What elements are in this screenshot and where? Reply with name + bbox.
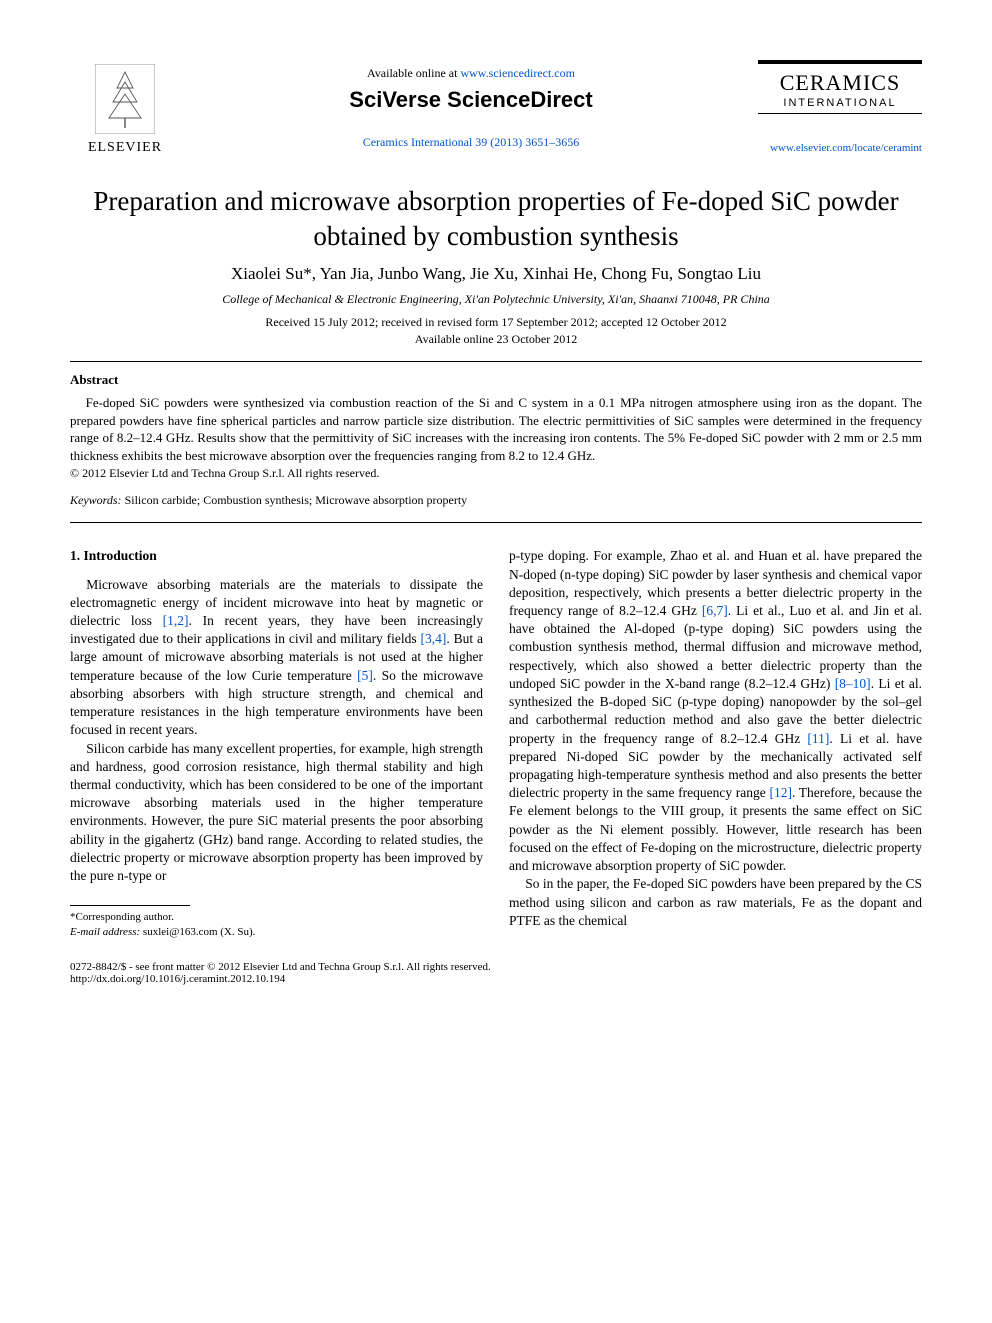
right-column: p-type doping. For example, Zhao et al. … [509, 547, 922, 939]
footer-doi[interactable]: http://dx.doi.org/10.1016/j.ceramint.201… [70, 973, 922, 985]
keywords-text: Silicon carbide; Combustion synthesis; M… [122, 493, 468, 507]
abstract-heading: Abstract [70, 372, 922, 388]
article-title: Preparation and microwave absorption pro… [70, 184, 922, 254]
footnote-separator [70, 905, 190, 906]
footer-copyright: 0272-8842/$ - see front matter © 2012 El… [70, 961, 922, 973]
citation-link[interactable]: [6,7] [702, 603, 728, 618]
journal-block: CERAMICS INTERNATIONAL www.elsevier.com/… [762, 60, 922, 154]
left-column: 1. Introduction Microwave absorbing mate… [70, 547, 483, 939]
keywords-label: Keywords: [70, 493, 122, 507]
intro-paragraph-right-2: So in the paper, the Fe-doped SiC powder… [509, 875, 922, 930]
journal-subtitle: INTERNATIONAL [760, 97, 920, 109]
rule-above-abstract [70, 361, 922, 362]
journal-name: CERAMICS [760, 70, 920, 96]
journal-box: CERAMICS INTERNATIONAL [758, 60, 922, 114]
section-1-heading: 1. Introduction [70, 547, 483, 565]
keywords: Keywords: Silicon carbide; Combustion sy… [70, 493, 922, 508]
journal-homepage-link[interactable]: www.elsevier.com/locate/ceramint [770, 142, 922, 154]
authors: Xiaolei Su*, Yan Jia, Junbo Wang, Jie Xu… [70, 264, 922, 284]
intro-paragraph-right-1: p-type doping. For example, Zhao et al. … [509, 547, 922, 875]
citation-link[interactable]: [5] [357, 668, 373, 683]
publisher-name: ELSEVIER [88, 140, 162, 156]
citation-link[interactable]: [11] [807, 731, 829, 746]
rule-below-keywords [70, 522, 922, 523]
citation-link[interactable]: [3,4] [421, 631, 447, 646]
online-date: Available online 23 October 2012 [70, 332, 922, 347]
center-header: Available online at www.sciencedirect.co… [180, 60, 762, 150]
copyright: © 2012 Elsevier Ltd and Techna Group S.r… [70, 466, 922, 481]
footnote-email: E-mail address: suxlei@163.com (X. Su). [70, 925, 483, 939]
footnote-corresponding: *Corresponding author. [70, 910, 483, 924]
page-header: ELSEVIER Available online at www.science… [70, 60, 922, 156]
journal-reference[interactable]: Ceramics International 39 (2013) 3651–36… [363, 135, 580, 150]
sciencedirect-link[interactable]: www.sciencedirect.com [460, 66, 575, 80]
publisher-block: ELSEVIER [70, 60, 180, 156]
platform-name: SciVerse ScienceDirect [349, 87, 592, 113]
email-address[interactable]: suxlei@163.com (X. Su). [143, 926, 255, 938]
citation-link[interactable]: [8–10] [835, 676, 871, 691]
abstract-paragraph: Fe-doped SiC powders were synthesized vi… [70, 394, 922, 464]
intro-paragraph-2: Silicon carbide has many excellent prope… [70, 740, 483, 886]
affiliation: College of Mechanical & Electronic Engin… [70, 292, 922, 307]
email-label: E-mail address: [70, 926, 143, 938]
intro-paragraph-1: Microwave absorbing materials are the ma… [70, 576, 483, 740]
available-prefix: Available online at [367, 66, 460, 80]
history-dates: Received 15 July 2012; received in revis… [70, 315, 922, 330]
available-online: Available online at www.sciencedirect.co… [367, 66, 575, 81]
elsevier-logo-icon [90, 60, 160, 138]
body-columns: 1. Introduction Microwave absorbing mate… [70, 547, 922, 939]
citation-link[interactable]: [1,2] [163, 613, 189, 628]
citation-link[interactable]: [12] [769, 785, 792, 800]
page-footer: 0272-8842/$ - see front matter © 2012 El… [70, 961, 922, 985]
abstract-text: Fe-doped SiC powders were synthesized vi… [70, 394, 922, 464]
